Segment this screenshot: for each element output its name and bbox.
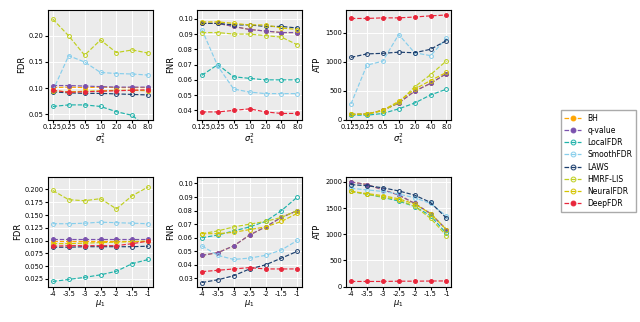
X-axis label: $\mu_1$: $\mu_1$ [394,298,404,309]
X-axis label: $\sigma_1^2$: $\sigma_1^2$ [244,131,255,146]
X-axis label: $\mu_1$: $\mu_1$ [244,298,255,309]
X-axis label: $\mu_1$: $\mu_1$ [95,298,106,309]
X-axis label: $\sigma_1^2$: $\sigma_1^2$ [95,131,106,146]
Y-axis label: ATP: ATP [314,57,323,72]
Y-axis label: FDR: FDR [17,56,26,73]
X-axis label: $\sigma_1^2$: $\sigma_1^2$ [393,131,404,146]
Legend: BH, q-value, LocalFDR, SmoothFDR, LAWS, HMRF-LIS, NeuralFDR, DeepFDR: BH, q-value, LocalFDR, SmoothFDR, LAWS, … [561,110,636,212]
Y-axis label: ATP: ATP [313,224,323,239]
Y-axis label: FNR: FNR [166,56,175,73]
Y-axis label: FNR: FNR [166,223,175,240]
Y-axis label: FDR: FDR [13,223,22,240]
